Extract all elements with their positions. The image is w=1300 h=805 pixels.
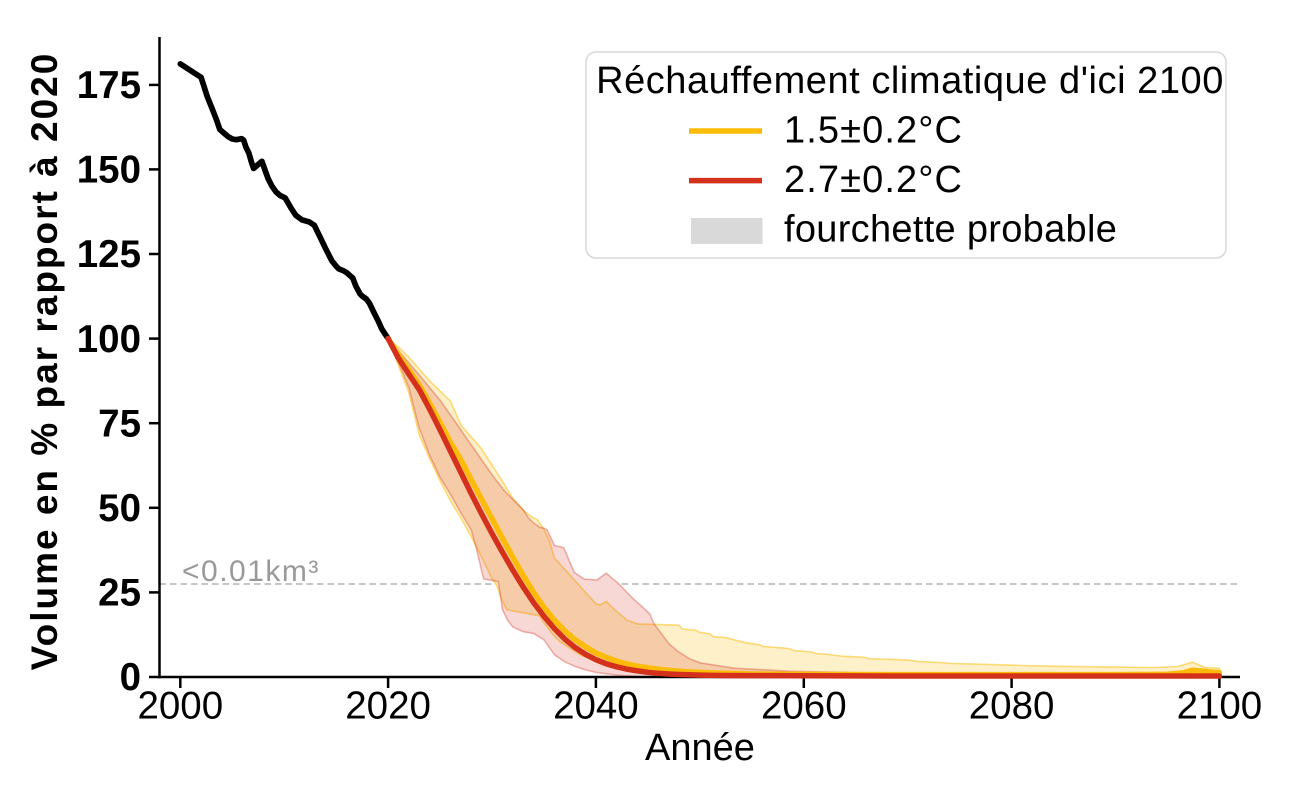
svg-text:175: 175	[77, 64, 141, 107]
svg-text:Année: Année	[645, 727, 755, 769]
svg-text:125: 125	[77, 233, 141, 276]
svg-text:Volume en % par rapport à 2020: Volume en % par rapport à 2020	[24, 52, 65, 671]
svg-text:<0.01km³: <0.01km³	[182, 555, 320, 588]
svg-text:2020: 2020	[345, 685, 431, 728]
svg-text:25: 25	[98, 572, 141, 615]
svg-text:Réchauffement climatique d'ici: Réchauffement climatique d'ici 2100	[596, 60, 1224, 102]
svg-text:2.7±0.2°C: 2.7±0.2°C	[784, 159, 963, 201]
svg-text:100: 100	[77, 318, 141, 361]
svg-text:2040: 2040	[553, 685, 639, 728]
svg-text:50: 50	[98, 487, 141, 530]
svg-text:2060: 2060	[761, 685, 847, 728]
svg-text:2000: 2000	[137, 685, 223, 728]
svg-text:75: 75	[98, 402, 141, 445]
svg-text:fourchette probable: fourchette probable	[784, 209, 1117, 251]
svg-text:1.5±0.2°C: 1.5±0.2°C	[784, 110, 963, 152]
svg-text:2100: 2100	[1177, 685, 1263, 728]
svg-text:2080: 2080	[969, 685, 1055, 728]
svg-text:150: 150	[77, 149, 141, 192]
svg-text:0: 0	[120, 656, 141, 699]
